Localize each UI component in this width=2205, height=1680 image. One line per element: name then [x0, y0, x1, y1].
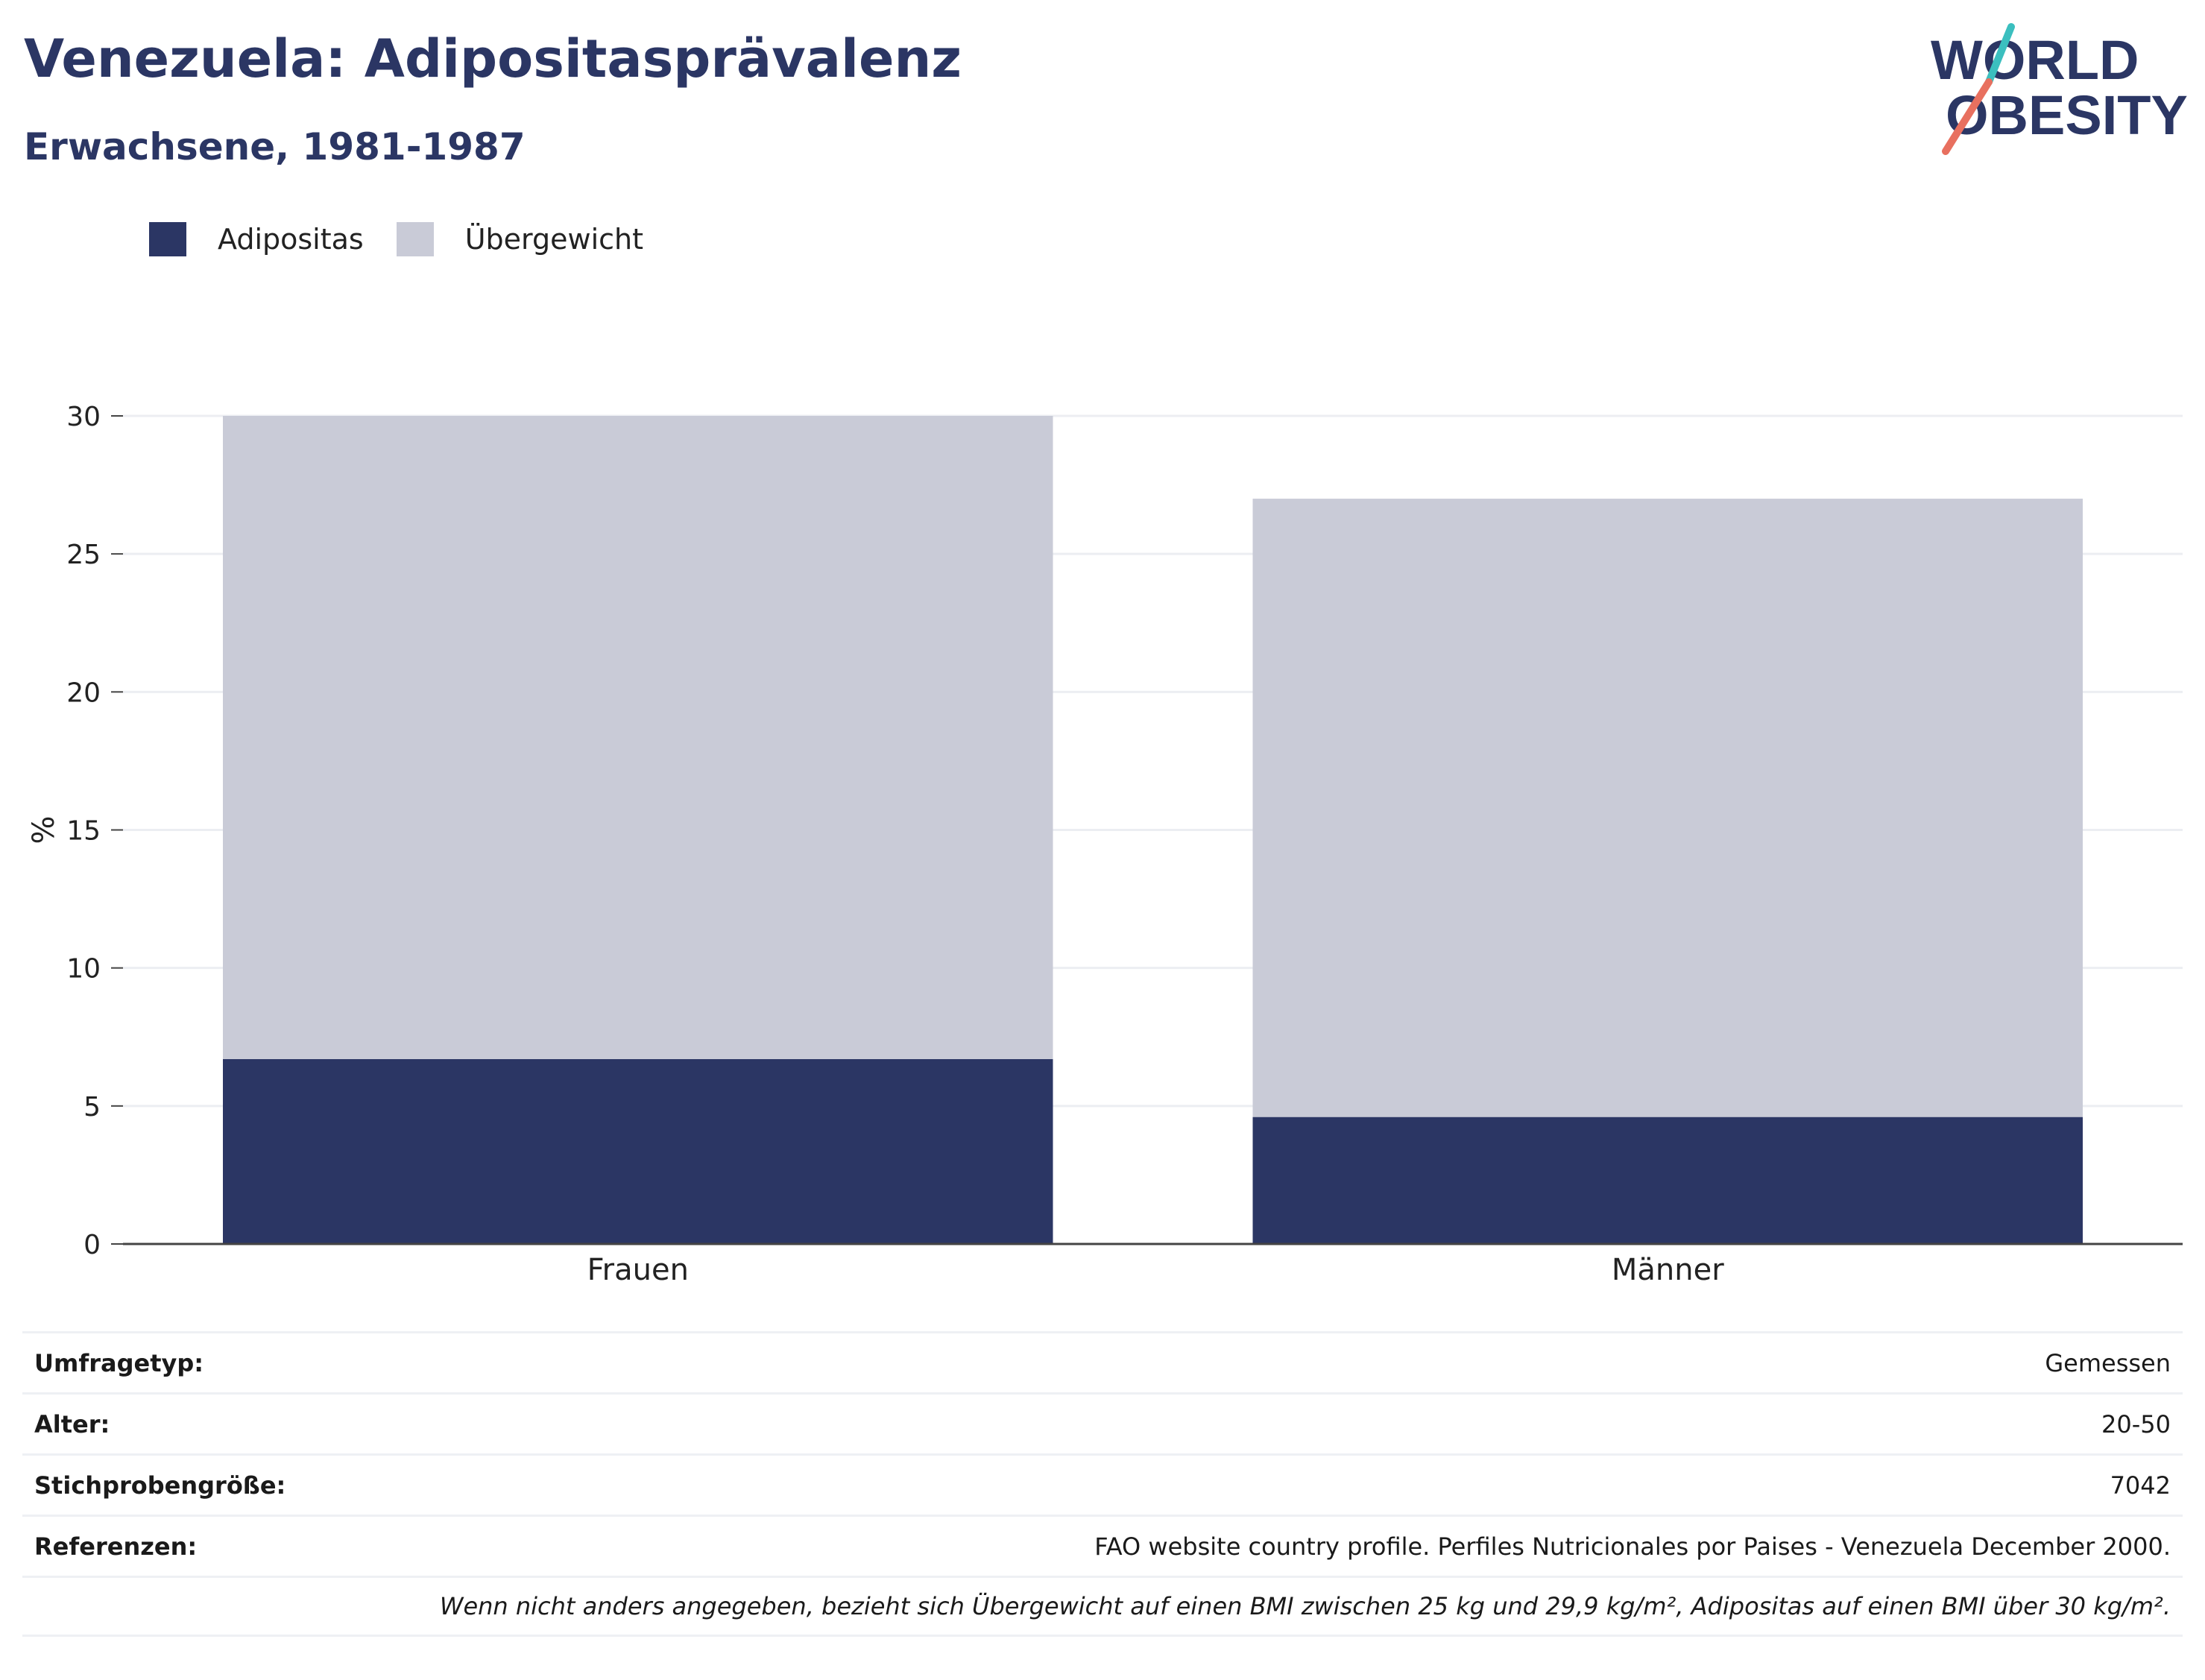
- y-tick-label: 25: [66, 540, 101, 570]
- info-value: Gemessen: [2045, 1348, 2171, 1377]
- info-row-sample-size: Stichprobengröße: 7042: [22, 1453, 2183, 1515]
- y-axis-label: %: [27, 815, 61, 844]
- info-label: Stichprobengröße:: [34, 1471, 286, 1500]
- bar-chart: 0 5 10 15 20 25 30% Frauen Männer: [27, 402, 2183, 1287]
- world-obesity-logo: WORLD OBESITY: [1931, 23, 2188, 155]
- legend-swatch-uebergewicht: [396, 222, 434, 256]
- chart-legend: Adipositas Übergewicht: [149, 222, 676, 256]
- legend-item-uebergewicht[interactable]: Übergewicht: [396, 222, 643, 256]
- y-tick-label: 10: [66, 954, 101, 985]
- info-row-age: Alter: 20-50: [22, 1392, 2183, 1453]
- chart-subtitle: Erwachsene, 1981-1987: [24, 125, 526, 168]
- info-row-survey-type: Umfragetyp: Gemessen: [22, 1331, 2183, 1392]
- logo-text-obesity: OBESITY: [1946, 84, 2188, 146]
- info-label: Umfragetyp:: [34, 1348, 204, 1377]
- y-tick-label: 15: [66, 816, 101, 847]
- y-tick-label: 20: [66, 678, 101, 708]
- x-tick-label: Männer: [1612, 1253, 1724, 1287]
- legend-label-adipositas: Adipositas: [218, 223, 364, 256]
- bar-adipositas-0: [223, 1058, 1053, 1244]
- info-row-references: Referenzen: FAO website country profile.…: [22, 1515, 2183, 1576]
- info-label: Referenzen:: [34, 1532, 198, 1561]
- y-tick-label: 0: [83, 1230, 101, 1260]
- bar-uebergewicht-1: [1252, 499, 2083, 1117]
- bar-adipositas-1: [1252, 1117, 2083, 1244]
- info-row-note: Wenn nicht anders angegeben, bezieht sic…: [22, 1576, 2183, 1637]
- chart-title: Venezuela: Adipositasprävalenz: [24, 28, 962, 89]
- y-tick-label: 5: [83, 1092, 101, 1122]
- legend-swatch-adipositas: [149, 222, 186, 256]
- logo-text-world: WORLD: [1931, 29, 2139, 91]
- x-tick-label: Frauen: [587, 1253, 689, 1287]
- info-value: 7042: [2110, 1471, 2171, 1500]
- info-label: Alter:: [34, 1409, 110, 1439]
- legend-item-adipositas[interactable]: Adipositas: [149, 222, 364, 256]
- info-value: FAO website country profile. Perfiles Nu…: [1094, 1532, 2171, 1561]
- bmi-definition-note: Wenn nicht anders angegeben, bezieht sic…: [439, 1592, 2171, 1620]
- survey-info-table: Umfragetyp: Gemessen Alter: 20-50 Stichp…: [22, 1331, 2183, 1637]
- legend-label-uebergewicht: Übergewicht: [464, 223, 643, 256]
- y-tick-label: 30: [66, 402, 101, 432]
- logo-slash-bottom: [1942, 78, 1993, 155]
- bar-uebergewicht-0: [223, 416, 1053, 1059]
- logo-slash-top: [1985, 23, 2015, 86]
- info-value: 20-50: [2101, 1409, 2171, 1439]
